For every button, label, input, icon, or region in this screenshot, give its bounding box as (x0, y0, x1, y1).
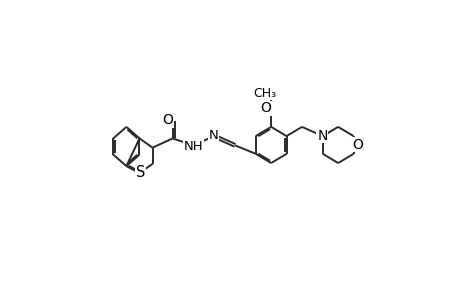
Text: N: N (208, 129, 218, 142)
Text: O: O (260, 101, 271, 116)
Text: O: O (162, 113, 173, 127)
Text: NH: NH (184, 140, 203, 153)
Text: N: N (317, 129, 327, 143)
Text: CH₃: CH₃ (253, 87, 276, 100)
Text: O: O (352, 138, 363, 152)
Text: S: S (136, 165, 145, 180)
